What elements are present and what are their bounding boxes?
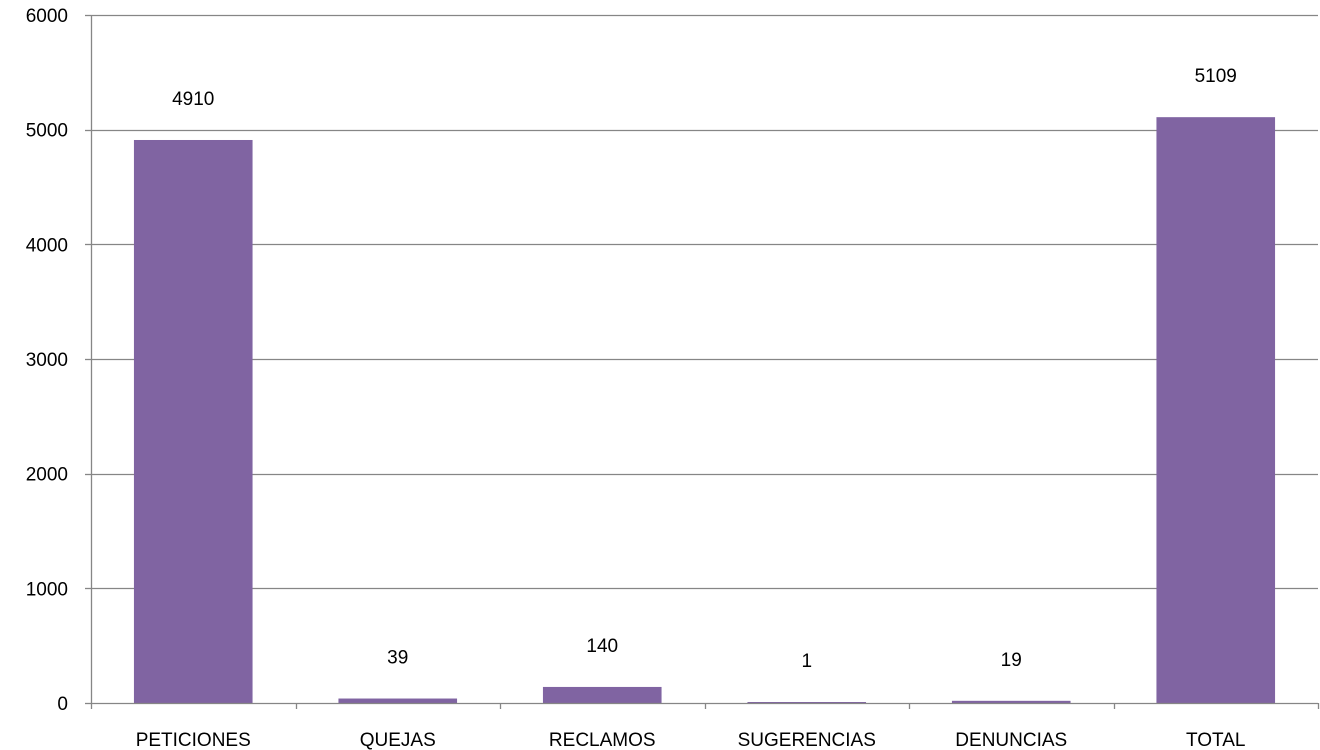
x-category-label: SUGERENCIAS [738, 730, 876, 750]
bar-total [1156, 117, 1276, 704]
y-tick-labels: 0 1000 2000 3000 4000 5000 6000 [26, 6, 68, 715]
bar-peticiones [133, 139, 253, 703]
category-labels: PETICIONES QUEJAS RECLAMOS SUGERENCIAS DENUN… [136, 730, 1246, 750]
y-tick-label: 1000 [26, 579, 68, 600]
data-label: 5109 [1195, 66, 1237, 87]
bars [133, 117, 1276, 704]
data-label: 4910 [172, 89, 214, 110]
x-category-label: DENUNCIAS [955, 730, 1067, 750]
bar-denuncias [951, 700, 1071, 703]
x-category-label: RECLAMOS [549, 730, 656, 750]
data-labels: 4910 39 140 1 19 5109 [172, 66, 1237, 672]
bar-quejas [338, 698, 458, 703]
axes [85, 14, 1320, 709]
gridlines [91, 14, 1318, 590]
x-category-label: TOTAL [1186, 730, 1245, 750]
y-tick-label: 2000 [26, 465, 68, 486]
data-label: 19 [1001, 650, 1022, 671]
y-tick-label: 5000 [26, 121, 68, 142]
y-tick-label: 3000 [26, 350, 68, 371]
x-category-label: PETICIONES [136, 730, 251, 750]
bar-sugerencias [747, 702, 867, 703]
y-tick-label: 4000 [26, 235, 68, 256]
x-category-label: QUEJAS [360, 730, 436, 750]
data-label: 39 [387, 648, 408, 669]
y-tick-label: 0 [57, 694, 68, 715]
data-label: 140 [586, 636, 618, 657]
data-label: 1 [801, 651, 812, 672]
y-tick-label: 6000 [26, 6, 68, 27]
bar-reclamos [542, 686, 662, 703]
